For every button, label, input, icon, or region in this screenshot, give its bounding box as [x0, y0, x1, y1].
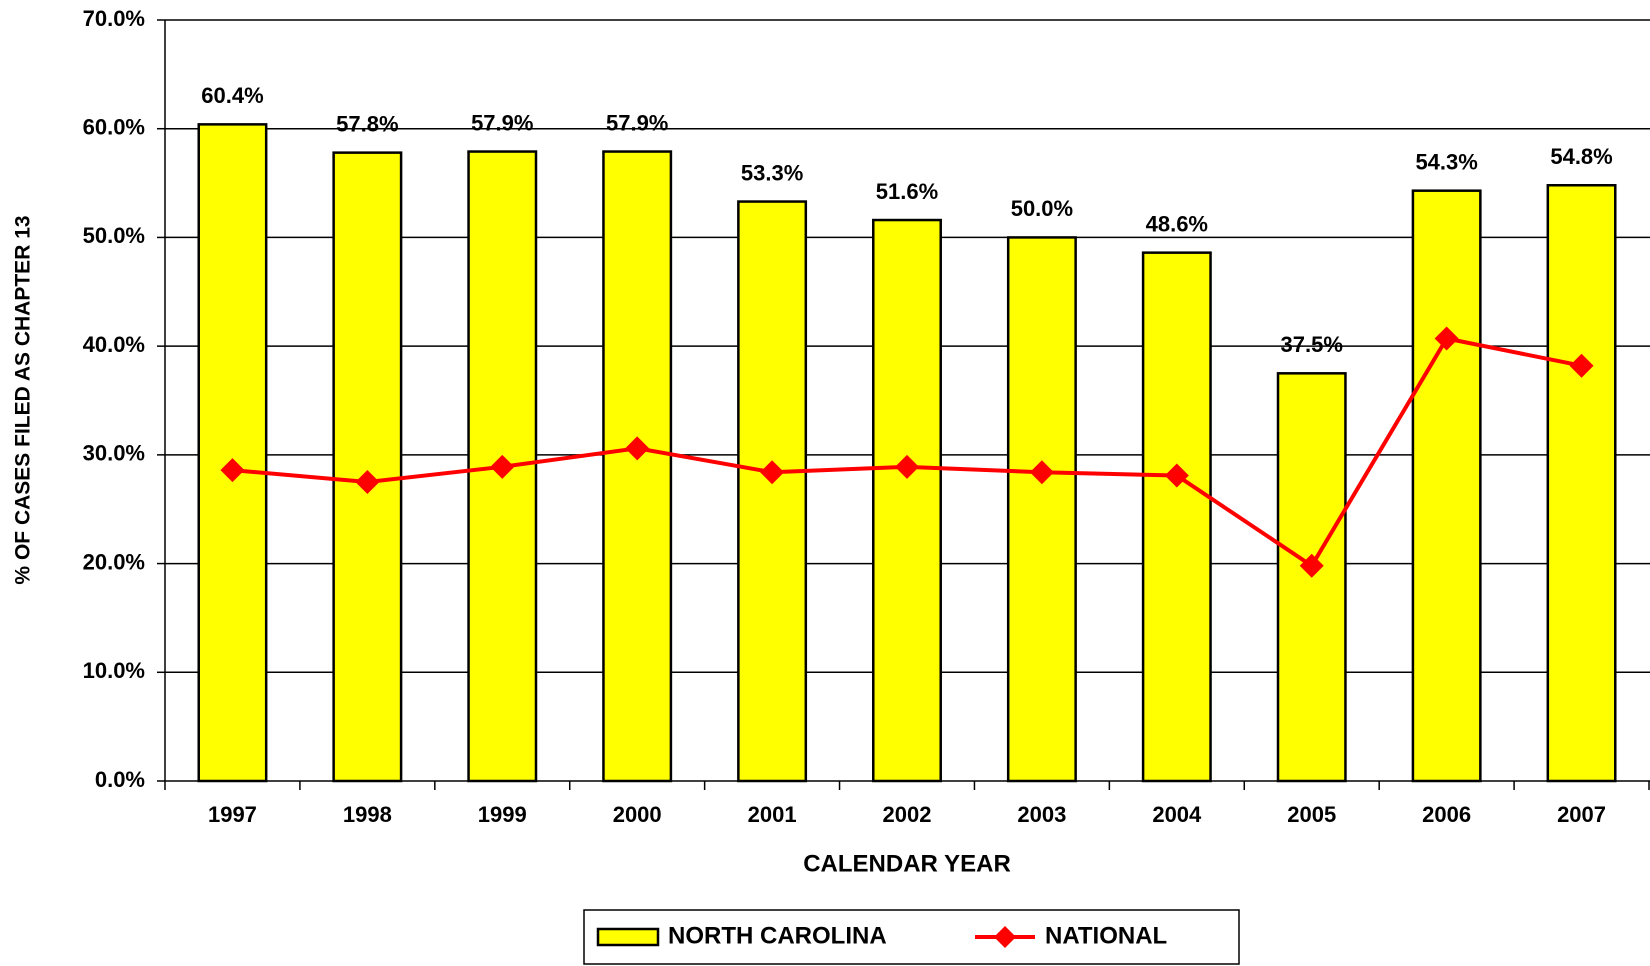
y-tick-label: 50.0%	[83, 223, 145, 248]
data-label: 57.9%	[471, 110, 533, 135]
bar	[602, 150, 673, 783]
legend-box	[583, 909, 1240, 965]
marker	[1029, 460, 1054, 485]
x-tick-label: 2002	[883, 802, 932, 827]
y-tick-label: 20.0%	[83, 549, 145, 574]
marker	[760, 460, 785, 485]
x-tick-label: 1999	[478, 802, 527, 827]
marker	[220, 458, 245, 483]
bar	[1546, 183, 1617, 783]
marker	[625, 436, 650, 461]
data-label: 60.4%	[201, 83, 263, 108]
x-tick-label: 2007	[1557, 802, 1606, 827]
x-tick-label: 2003	[1017, 802, 1066, 827]
marker	[895, 454, 919, 479]
y-tick-label: 60.0%	[83, 115, 145, 140]
y-tick-label: 70.0%	[83, 6, 145, 31]
bar	[1411, 189, 1482, 783]
x-tick-label: 2000	[613, 802, 662, 827]
legend-label: NORTH CAROLINA	[668, 922, 887, 949]
bar	[1006, 236, 1077, 783]
y-tick-label: 10.0%	[83, 658, 145, 683]
bar	[872, 218, 942, 783]
data-label: 54.3%	[1415, 149, 1477, 174]
legend-label: NATIONAL	[1045, 922, 1167, 949]
marker	[490, 454, 515, 479]
x-tick-label: 1997	[208, 802, 257, 827]
x-tick-label: 2004	[1152, 802, 1202, 827]
data-label: 53.3%	[741, 160, 803, 185]
marker	[1164, 463, 1189, 488]
marker	[1569, 353, 1594, 378]
x-tick-label: 2005	[1287, 802, 1336, 827]
y-axis-label: % OF CASES FILED AS CHAPTER 13	[12, 215, 35, 584]
data-label: 57.9%	[606, 110, 668, 135]
data-label: 50.0%	[1011, 196, 1073, 221]
bar	[1141, 251, 1212, 783]
x-tick-label: 2001	[748, 802, 797, 827]
bar	[737, 200, 808, 783]
legend-marker	[994, 926, 1016, 948]
marker	[355, 470, 380, 495]
x-axis-label: CALENDAR YEAR	[803, 850, 1011, 877]
y-tick-label: 0.0%	[95, 767, 145, 792]
marker	[1434, 326, 1459, 351]
y-tick-label: 30.0%	[83, 441, 145, 466]
bar	[332, 151, 403, 783]
x-tick-label: 2006	[1422, 802, 1471, 827]
data-label: 54.8%	[1550, 144, 1612, 169]
y-tick-label: 40.0%	[83, 332, 145, 357]
bar	[197, 123, 268, 783]
data-label: 57.8%	[336, 111, 398, 136]
legend-swatch	[596, 927, 660, 947]
marker	[1299, 553, 1324, 578]
data-label: 48.6%	[1146, 211, 1208, 236]
x-tick-label: 1998	[343, 802, 392, 827]
data-label: 37.5%	[1281, 332, 1343, 357]
data-label: 51.6%	[876, 179, 938, 204]
